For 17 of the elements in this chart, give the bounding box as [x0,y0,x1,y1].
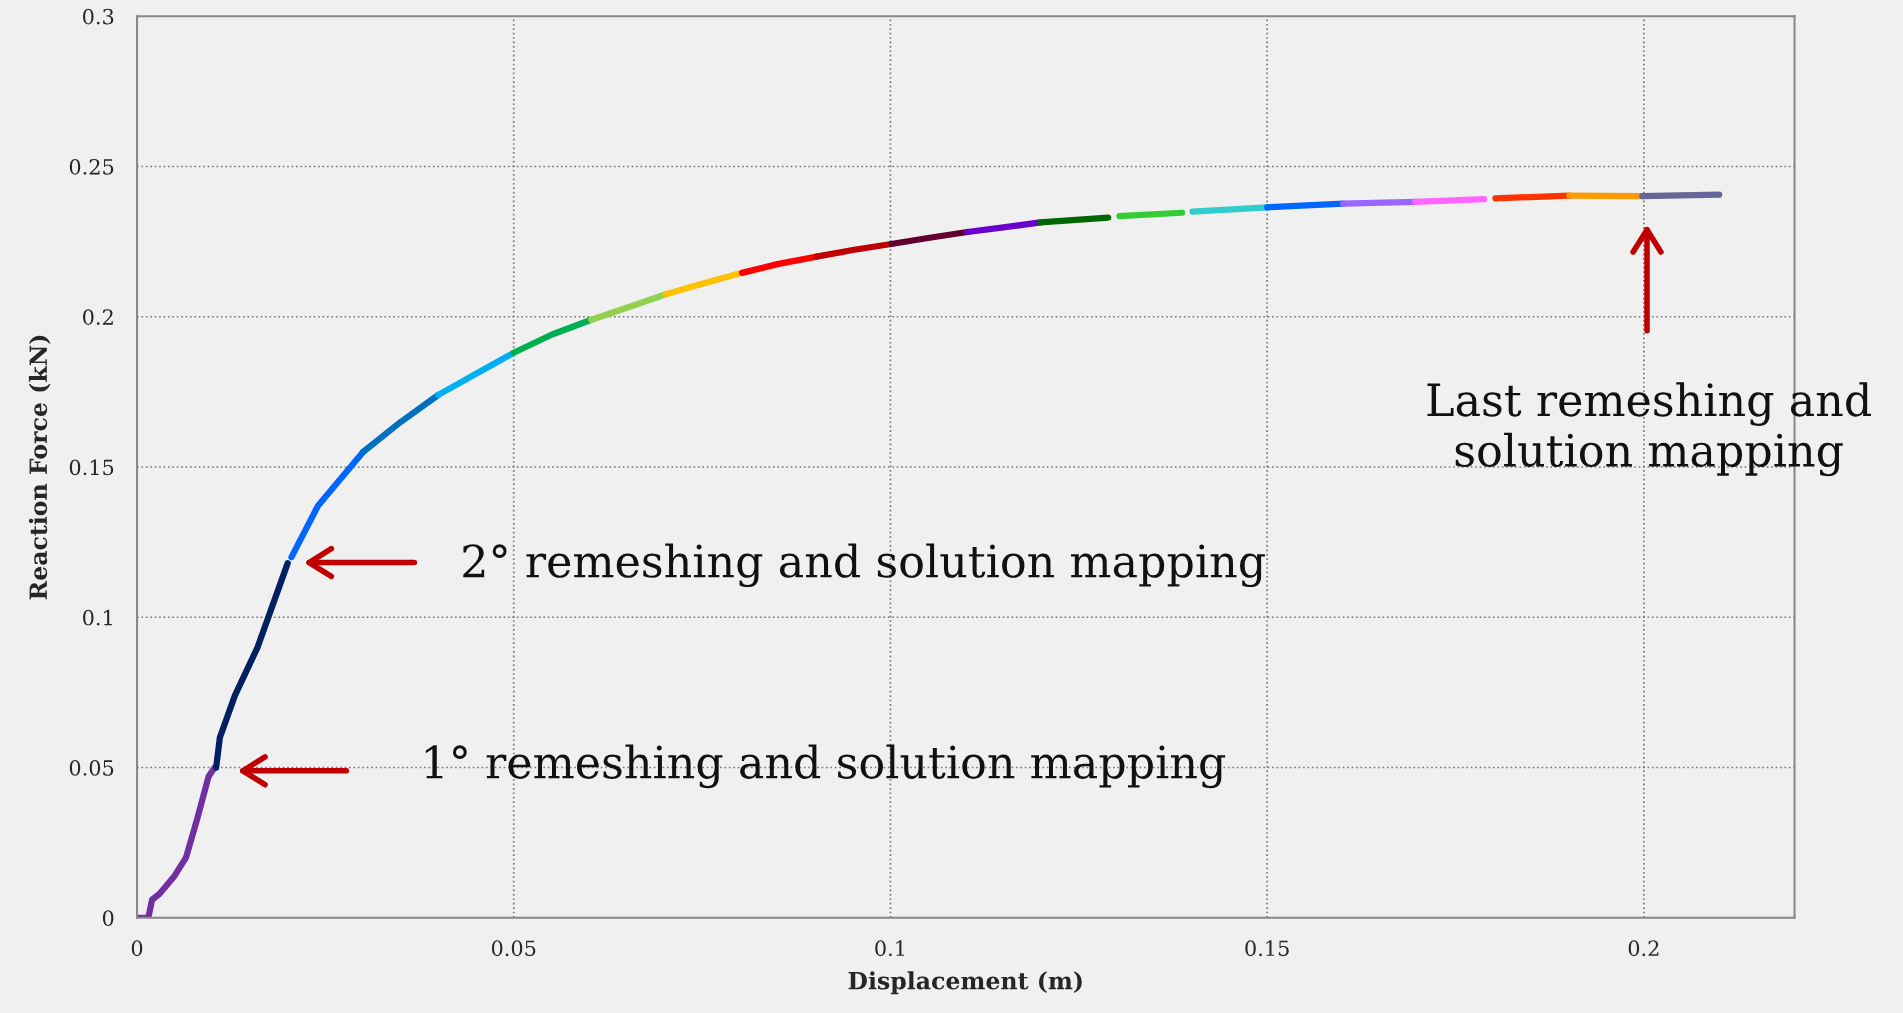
annotation: Last remeshing and solution mapping [1427,382,1871,477]
y-tick-label: 0.2 [83,309,113,325]
annotation: 1° remeshing and solution mapping [425,744,1226,789]
y-tick-label: 0.15 [69,459,114,476]
y-tick-label: 0.3 [83,8,114,25]
x-tick-label: 0.05 [491,940,536,957]
x-tick-label: 0.1 [875,940,905,957]
y-tick-label: 0.25 [69,158,114,175]
annotation: 2° remeshing and solution mapping [463,543,1265,588]
y-tick-label: 0 [102,910,114,926]
x-tick-label: 0 [131,940,143,957]
x-tick-label: 0.15 [1245,940,1289,957]
x-tick-label: 0.2 [1628,940,1659,957]
y-tick-label: 0.1 [83,609,112,626]
x-axis-title: Displacement (m) [848,971,1082,995]
y-tick-label: 0.05 [69,759,114,776]
y-axis-title: Reaction Force (kN) [28,335,51,600]
